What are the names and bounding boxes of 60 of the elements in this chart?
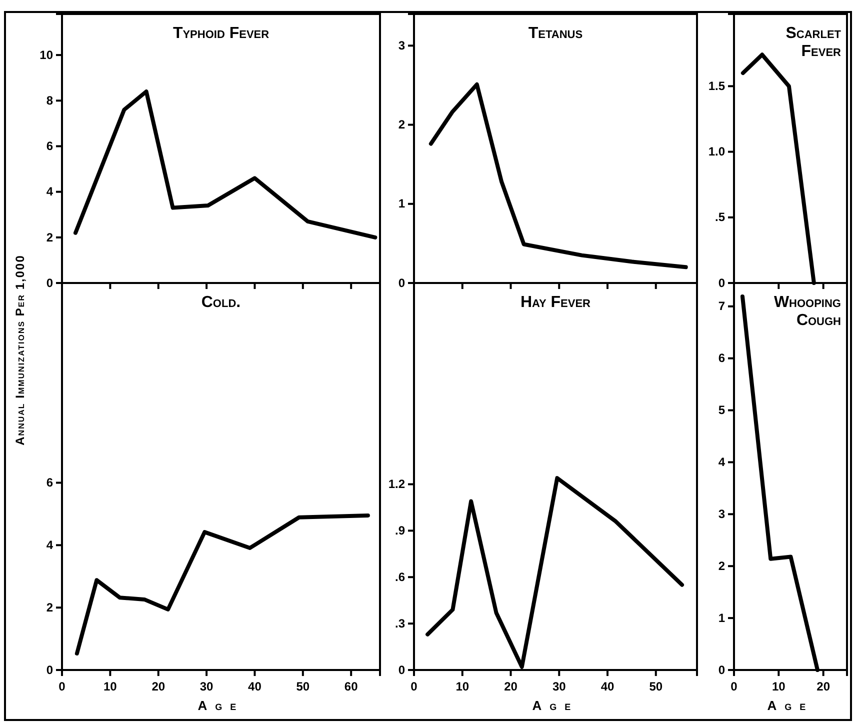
y-tick-label: .5 bbox=[714, 210, 726, 224]
text: Typhoid Fever bbox=[172, 25, 270, 42]
y-tick-label: 6 bbox=[46, 476, 54, 490]
y-tick-label: 6 bbox=[718, 351, 726, 366]
x-tick-label: 30 bbox=[200, 680, 214, 694]
y-tick-label: 0 bbox=[398, 662, 406, 677]
x-tick-label: 30 bbox=[552, 680, 566, 694]
x-tick-label: 0 bbox=[410, 680, 418, 694]
x-tick-label: 20 bbox=[816, 680, 830, 694]
y-tick-label: .3 bbox=[394, 616, 406, 630]
y-tick-label: 0 bbox=[398, 276, 406, 290]
y-tick-label: 0 bbox=[46, 276, 54, 290]
y-tick-label: 1.5 bbox=[708, 79, 726, 94]
x-tick-label: 50 bbox=[649, 680, 663, 694]
text: Cold. bbox=[201, 294, 241, 311]
x-axis-title: Age bbox=[767, 698, 814, 713]
y-tick-label: 0 bbox=[46, 662, 54, 677]
y-tick-label: 0 bbox=[718, 276, 726, 290]
line-series bbox=[73, 90, 378, 240]
y-tick-label: 2 bbox=[398, 118, 406, 132]
x-tick-label: 10 bbox=[456, 680, 470, 694]
y-tick-label: 5 bbox=[718, 403, 726, 418]
line-series bbox=[74, 514, 370, 656]
x-tick-label: 10 bbox=[772, 680, 786, 694]
y-tick-label: 7 bbox=[718, 299, 726, 314]
x-tick-label: 50 bbox=[296, 680, 310, 694]
y-tick-label: 4 bbox=[46, 184, 54, 199]
y-tick-label: 3 bbox=[398, 38, 406, 52]
y-tick-label: 10 bbox=[40, 48, 54, 62]
y-tick-label: 2 bbox=[46, 600, 54, 614]
y-tick-label: 2 bbox=[718, 558, 726, 573]
x-tick-label: 0 bbox=[58, 680, 66, 694]
y-tick-label: 8 bbox=[46, 93, 54, 108]
x-tick-label: 40 bbox=[248, 680, 262, 694]
x-tick-label: 60 bbox=[344, 680, 358, 694]
text: Hay Fever bbox=[520, 294, 591, 311]
y-tick-label: 4 bbox=[718, 455, 726, 470]
y-tick-label: 1.2 bbox=[388, 477, 406, 492]
y-tick-label: 1.0 bbox=[708, 144, 726, 159]
x-tick-label: 0 bbox=[730, 680, 738, 694]
y-tick-label: 4 bbox=[46, 538, 54, 552]
text: Tetanus bbox=[528, 25, 583, 42]
y-axis-title: Annual Immunizations Per 1,000 bbox=[13, 254, 27, 446]
line-series bbox=[428, 82, 688, 270]
x-tick-label: 20 bbox=[152, 680, 166, 694]
y-tick-label: .9 bbox=[394, 524, 406, 538]
y-tick-label: 0 bbox=[718, 662, 726, 677]
y-tick-label: 1 bbox=[398, 196, 406, 211]
x-tick-label: 10 bbox=[104, 680, 118, 694]
x-axis-title: Age bbox=[198, 698, 244, 713]
x-axis-title: Age bbox=[532, 698, 579, 713]
text: Scarlet Fever bbox=[786, 25, 842, 60]
text: Whooping Cough bbox=[774, 294, 842, 329]
x-tick-label: 40 bbox=[600, 680, 614, 694]
x-tick-label: 20 bbox=[504, 680, 518, 694]
y-tick-label: .6 bbox=[394, 570, 406, 584]
y-tick-label: 6 bbox=[46, 139, 54, 154]
y-tick-label: 1 bbox=[718, 610, 726, 625]
y-tick-label: 3 bbox=[718, 507, 726, 521]
y-tick-label: 2 bbox=[46, 230, 54, 244]
